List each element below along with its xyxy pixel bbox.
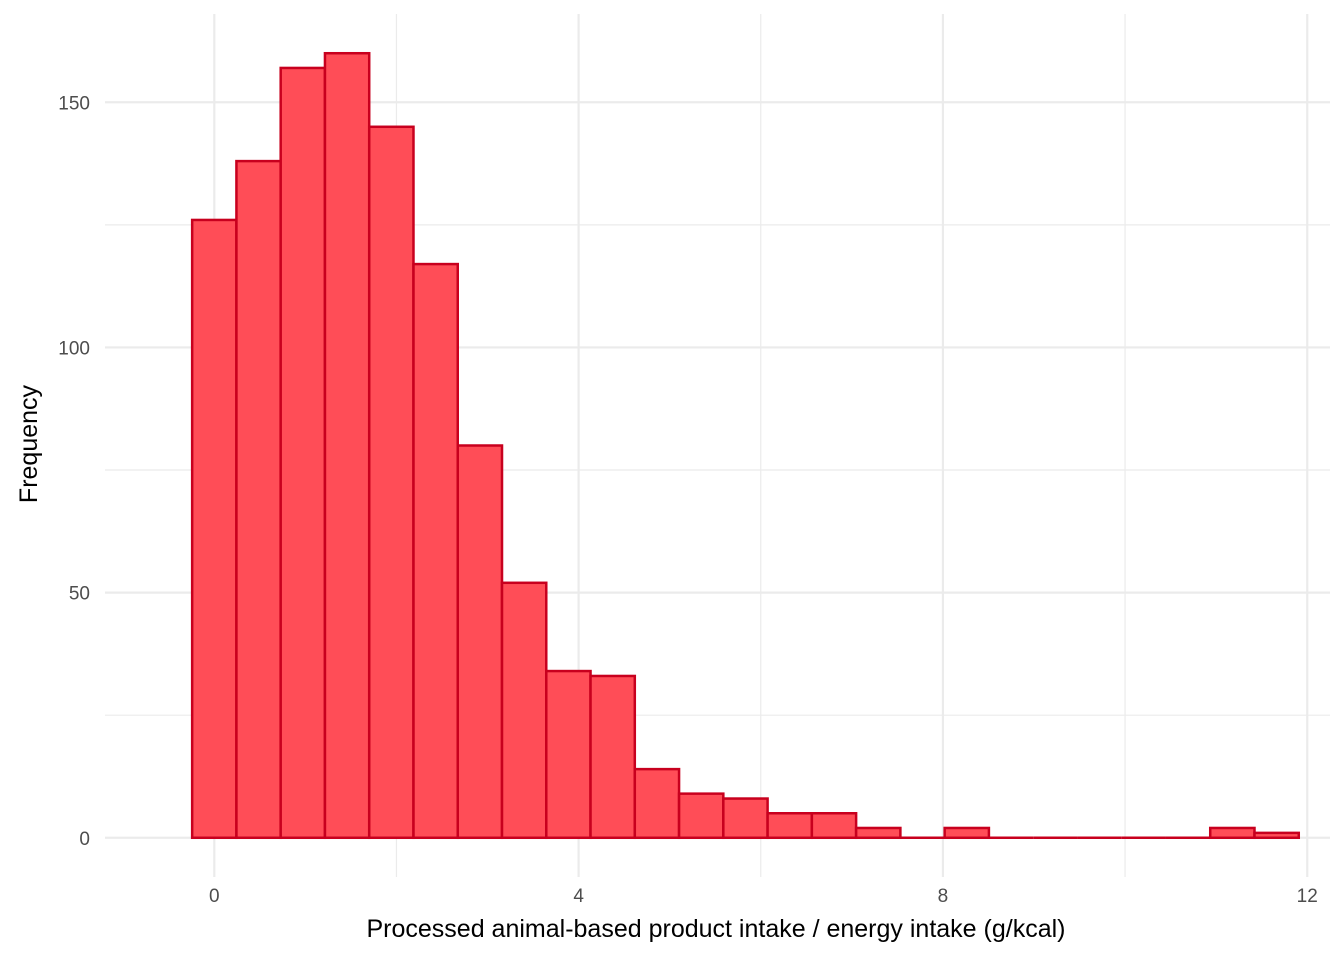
histogram-bar (545, 669, 592, 840)
histogram-bar (323, 51, 371, 840)
histogram-bar (589, 674, 637, 840)
histogram-bar (854, 826, 902, 840)
histogram-bar (412, 262, 459, 840)
histogram-bar (367, 125, 415, 840)
histogram-bar (190, 218, 238, 840)
histogram-bar (722, 797, 769, 840)
bars-layer (190, 51, 1301, 840)
histogram-bar (677, 792, 725, 840)
y-tick-label: 50 (69, 584, 90, 605)
y-tick-label: 150 (58, 93, 90, 114)
histogram-bar (500, 581, 548, 840)
histogram-bar (766, 812, 814, 840)
histogram-bar (810, 812, 858, 840)
x-axis-ticks: 0 4 8 12 (209, 886, 1318, 907)
y-axis-title: Frequency (15, 384, 43, 503)
histogram-bar (633, 767, 681, 840)
histogram-bar (1208, 826, 1256, 840)
x-tick-label: 4 (573, 886, 584, 907)
x-tick-label: 8 (938, 886, 949, 907)
x-tick-label: 12 (1297, 886, 1318, 907)
histogram-bar (235, 159, 282, 840)
histogram-bar (1253, 831, 1301, 840)
histogram-bar (943, 826, 991, 840)
histogram-bar (279, 66, 327, 840)
histogram-bar (456, 444, 504, 840)
y-axis-ticks: 0 50 100 150 (58, 93, 90, 850)
y-tick-label: 0 (79, 829, 90, 850)
x-tick-label: 0 (209, 886, 220, 907)
y-tick-label: 100 (58, 338, 90, 359)
x-axis-title: Processed animal-based product intake / … (367, 915, 1066, 943)
